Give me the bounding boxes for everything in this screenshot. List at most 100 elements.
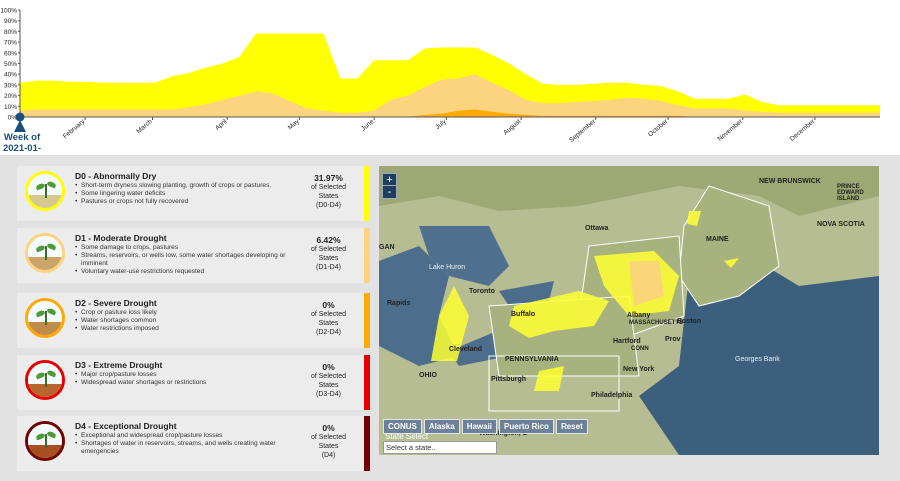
category-bullet: Exceptional and widespread crop/pasture …: [75, 432, 305, 440]
category-bullet: Some damage to crops, pastures: [75, 244, 305, 252]
label-conn: CONN: [631, 346, 649, 352]
week-pointer[interactable]: [14, 120, 26, 132]
category-card[interactable]: D2 - Severe DroughtCrop or pasture loss …: [17, 293, 370, 348]
category-percentage: 0% of Selected States (D3-D4): [301, 362, 356, 399]
label-massachusetts: MASSACHUSETTS: [629, 320, 684, 326]
map-svg[interactable]: [379, 166, 879, 455]
x-tick-label: December: [789, 118, 817, 143]
lake-huron: [419, 226, 509, 286]
label-hartford: Hartford: [613, 338, 641, 345]
drought-timeline-chart[interactable]: 100% 90% 80% 70% 60% 50% 40% 30% 20% 10% 0% Februar…: [0, 0, 900, 165]
label-new-york: New York: [623, 366, 655, 373]
zoom-out-button[interactable]: -: [382, 185, 397, 199]
label-toronto: Toronto: [469, 288, 495, 295]
label-pennsylvania: PENNSYLVANIA: [505, 356, 559, 363]
label-rapids: Rapids: [387, 300, 411, 307]
category-card[interactable]: D0 - Abnormally DryShort-term dryness sl…: [17, 166, 370, 221]
reset-button[interactable]: Reset: [555, 419, 588, 434]
percent-sub1: of Selected: [310, 311, 347, 318]
category-bullet: Some lingering water deficits: [75, 190, 305, 198]
x-tick-label: June: [360, 118, 376, 133]
category-bullet: Major crop/pasture losses: [75, 371, 305, 379]
y-tick-label: 90%: [4, 18, 17, 25]
state-select-label: State Select: [385, 432, 429, 441]
region-buttons: CONUS Alaska Hawaii Puerto Rico Reset: [383, 416, 590, 434]
category-percentage: 31.97% of Selected States (D0-D4): [301, 173, 356, 210]
category-bullet: Shortages of water in reservoirs, stream…: [75, 440, 305, 456]
drought-plant-icon: [25, 171, 65, 211]
percent-value: 0%: [322, 300, 335, 310]
label-ottawa: Ottawa: [585, 225, 609, 232]
category-percentage: 6.42% of Selected States (D1-D4): [301, 235, 356, 272]
category-card[interactable]: D4 - Exceptional DroughtExceptional and …: [17, 416, 370, 471]
x-tick-label: March: [135, 118, 154, 135]
percent-value: 31.97%: [314, 173, 343, 183]
drought-map[interactable]: + - Ottawa MAINE NEW BRUNSWICK PRINCE ED…: [379, 166, 879, 455]
drought-plant-icon: [25, 298, 65, 338]
drought-plant-icon: [25, 360, 65, 400]
label-georges-bank: Georges Bank: [735, 356, 780, 363]
percent-sub2: States: [318, 193, 339, 200]
label-new-brunswick: NEW BRUNSWICK: [759, 178, 821, 185]
y-tick-label: 100%: [0, 8, 17, 15]
category-bullets: Exceptional and widespread crop/pasture …: [75, 432, 305, 456]
label-buffalo: Buffalo: [511, 311, 536, 318]
category-title: D4 - Exceptional Drought: [75, 421, 177, 431]
category-bullet: Voluntary water-use restrictions request…: [75, 268, 305, 276]
percent-sub1: of Selected: [310, 373, 347, 380]
week-of-text: Week of: [3, 132, 41, 143]
category-bullet: Water restrictions imposed: [75, 325, 305, 333]
category-bullets: Some damage to crops, pasturesStreams, r…: [75, 244, 305, 276]
category-bullet: Water shortages common: [75, 317, 305, 325]
category-bullet: Streams, reservoirs, or wells low, some …: [75, 252, 305, 268]
category-bullet: Crop or pasture loss likely: [75, 309, 305, 317]
y-tick-label: 60%: [4, 50, 17, 57]
percent-range: (D4): [321, 452, 336, 459]
x-tick-label: April: [214, 118, 229, 132]
percent-range: (D1-D4): [316, 264, 341, 271]
selected-week-marker[interactable]: [15, 112, 25, 122]
category-card[interactable]: D1 - Moderate DroughtSome damage to crop…: [17, 228, 370, 283]
category-bullets: Major crop/pasture lossesWidespread wate…: [75, 371, 305, 387]
timeline-svg[interactable]: 100% 90% 80% 70% 60% 50% 40% 30% 20% 10% 0% Februar…: [0, 0, 900, 150]
drought-area-d1: [629, 261, 664, 306]
percent-sub1: of Selected: [310, 246, 347, 253]
label-boston: Boston: [677, 318, 702, 325]
state-select-input[interactable]: Select a state..: [383, 441, 497, 454]
x-tick-label: November: [717, 118, 745, 143]
y-tick-label: 30%: [4, 82, 17, 89]
x-tick-label: August: [502, 118, 522, 136]
area-d1: [20, 74, 880, 117]
category-bullet: Short-term dryness slowing planting, gro…: [75, 182, 305, 190]
drought-area-ny: [509, 291, 609, 338]
y-tick-label: 10%: [4, 104, 17, 111]
conus-button[interactable]: CONUS: [383, 419, 422, 434]
y-tick-label: 40%: [4, 72, 17, 79]
label-cleveland: Cleveland: [449, 346, 483, 353]
category-percentage: 0% of Selected States (D2-D4): [301, 300, 356, 337]
hawaii-button[interactable]: Hawaii: [461, 419, 498, 434]
category-card[interactable]: D3 - Extreme DroughtMajor crop/pasture l…: [17, 355, 370, 410]
drought-plant-icon: [25, 421, 65, 461]
percent-range: (D2-D4): [316, 329, 341, 336]
alaska-button[interactable]: Alaska: [423, 419, 460, 434]
maine-shape: [678, 185, 780, 307]
y-tick-label: 70%: [4, 40, 17, 47]
percent-range: (D3-D4): [316, 391, 341, 398]
category-bullet: Pastures or crops not fully recovered: [75, 198, 305, 206]
label-gan: GAN: [379, 244, 395, 251]
label-providence: Prov: [665, 336, 681, 343]
area-d2: [20, 109, 880, 117]
percent-value: 0%: [322, 423, 335, 433]
label-maine: MAINE: [706, 236, 729, 243]
drought-plant-icon: [25, 233, 65, 273]
label-albany: Albany: [627, 312, 651, 319]
percent-range: (D0-D4): [316, 202, 341, 209]
percent-value: 0%: [322, 362, 335, 372]
puerto-rico-button[interactable]: Puerto Rico: [499, 419, 554, 434]
category-title: D1 - Moderate Drought: [75, 233, 167, 243]
category-bullet: Widespread water shortages or restrictio…: [75, 379, 305, 387]
y-tick-label: 80%: [4, 29, 17, 36]
pennsylvania-shape: [488, 355, 620, 412]
x-tick-label: October: [647, 118, 670, 139]
